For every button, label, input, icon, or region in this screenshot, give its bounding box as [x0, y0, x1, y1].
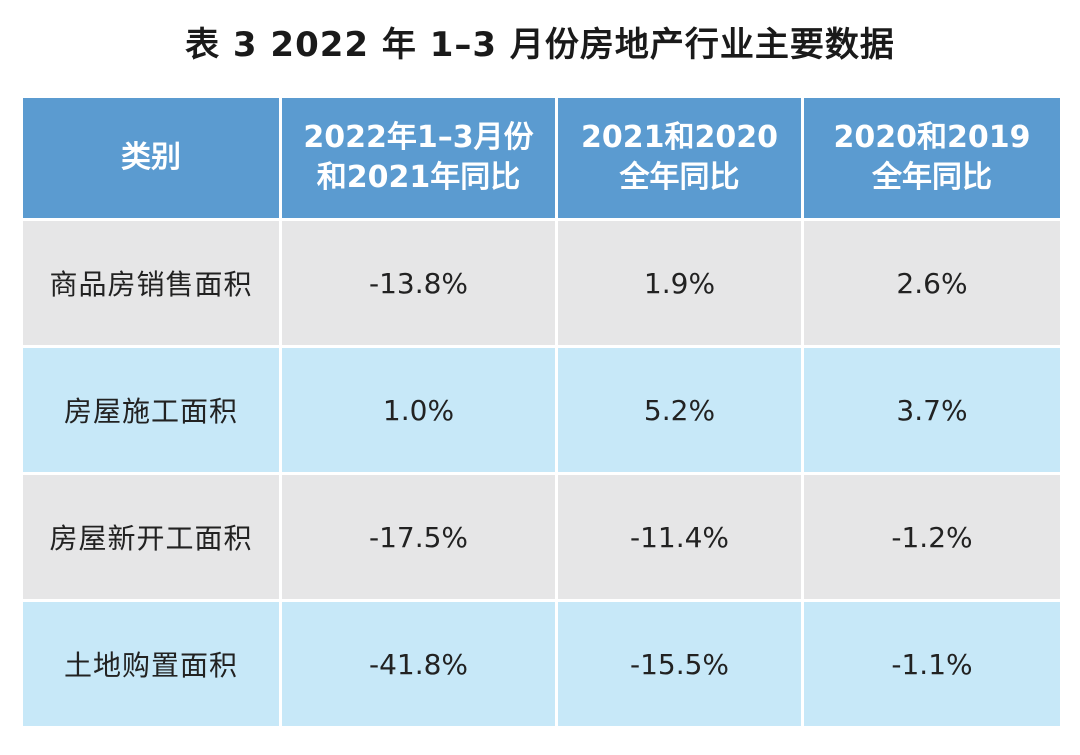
- row-label: 土地购置面积: [23, 602, 279, 726]
- header-row: 类别 2022年1–3月份 和2021年同比 2021和2020 全年同比 20…: [23, 98, 1060, 218]
- row-label: 房屋新开工面积: [23, 475, 279, 599]
- table-cell: 2.6%: [804, 221, 1060, 345]
- header-2021-vs-2020: 2021和2020 全年同比: [558, 98, 801, 218]
- table-row: 土地购置面积 -41.8% -15.5% -1.1%: [23, 602, 1060, 726]
- table-row: 房屋新开工面积 -17.5% -11.4% -1.2%: [23, 475, 1060, 599]
- header-2022-q1-yoy: 2022年1–3月份 和2021年同比: [282, 98, 555, 218]
- table-title: 表 3 2022 年 1–3 月份房地产行业主要数据: [185, 25, 895, 65]
- row-label: 房屋施工面积: [23, 348, 279, 472]
- table-cell: 3.7%: [804, 348, 1060, 472]
- table-cell: -15.5%: [558, 602, 801, 726]
- table-cell: -1.1%: [804, 602, 1060, 726]
- header-2020-vs-2019: 2020和2019 全年同比: [804, 98, 1060, 218]
- table-cell: -41.8%: [282, 602, 555, 726]
- data-table: 类别 2022年1–3月份 和2021年同比 2021和2020 全年同比 20…: [20, 95, 1063, 729]
- table-cell: -11.4%: [558, 475, 801, 599]
- header-category: 类别: [23, 98, 279, 218]
- table-cell: 1.9%: [558, 221, 801, 345]
- table-cell: -17.5%: [282, 475, 555, 599]
- table-cell: 5.2%: [558, 348, 801, 472]
- table-row: 房屋施工面积 1.0% 5.2% 3.7%: [23, 348, 1060, 472]
- table-cell: -13.8%: [282, 221, 555, 345]
- row-label: 商品房销售面积: [23, 221, 279, 345]
- table-cell: 1.0%: [282, 348, 555, 472]
- table-row: 商品房销售面积 -13.8% 1.9% 2.6%: [23, 221, 1060, 345]
- table-cell: -1.2%: [804, 475, 1060, 599]
